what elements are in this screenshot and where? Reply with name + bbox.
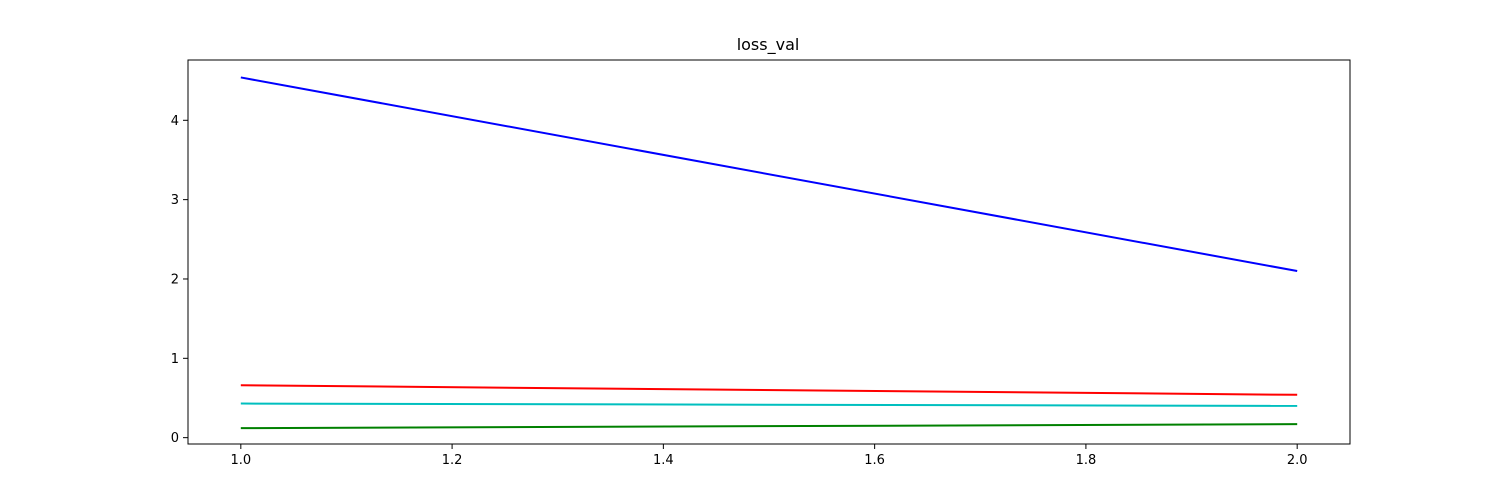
x-tick-label: 1.8 xyxy=(1076,453,1097,468)
y-tick-label: 3 xyxy=(171,193,179,208)
series-line-4 xyxy=(240,423,1298,430)
chart-title: loss_val xyxy=(737,35,800,55)
series-line-3 xyxy=(240,402,1298,407)
series-line-2 xyxy=(240,384,1298,396)
y-tick-label: 0 xyxy=(171,431,179,446)
x-axis: 1.0 1.2 1.4 1.6 1.8 2.0 xyxy=(230,444,1308,468)
x-tick-label: 1.6 xyxy=(864,453,885,468)
y-tick-label: 1 xyxy=(171,352,179,367)
x-tick-label: 1.0 xyxy=(230,453,251,468)
plot-frame xyxy=(187,59,1351,445)
x-tick-label: 2.0 xyxy=(1287,453,1308,468)
y-tick-label: 4 xyxy=(171,114,179,129)
series-layer xyxy=(240,76,1298,430)
x-tick-label: 1.4 xyxy=(653,453,674,468)
y-tick-label: 2 xyxy=(171,272,179,287)
x-tick-label: 1.2 xyxy=(442,453,463,468)
series-line-1 xyxy=(240,76,1298,273)
y-axis: 0 1 2 3 4 xyxy=(171,114,188,446)
